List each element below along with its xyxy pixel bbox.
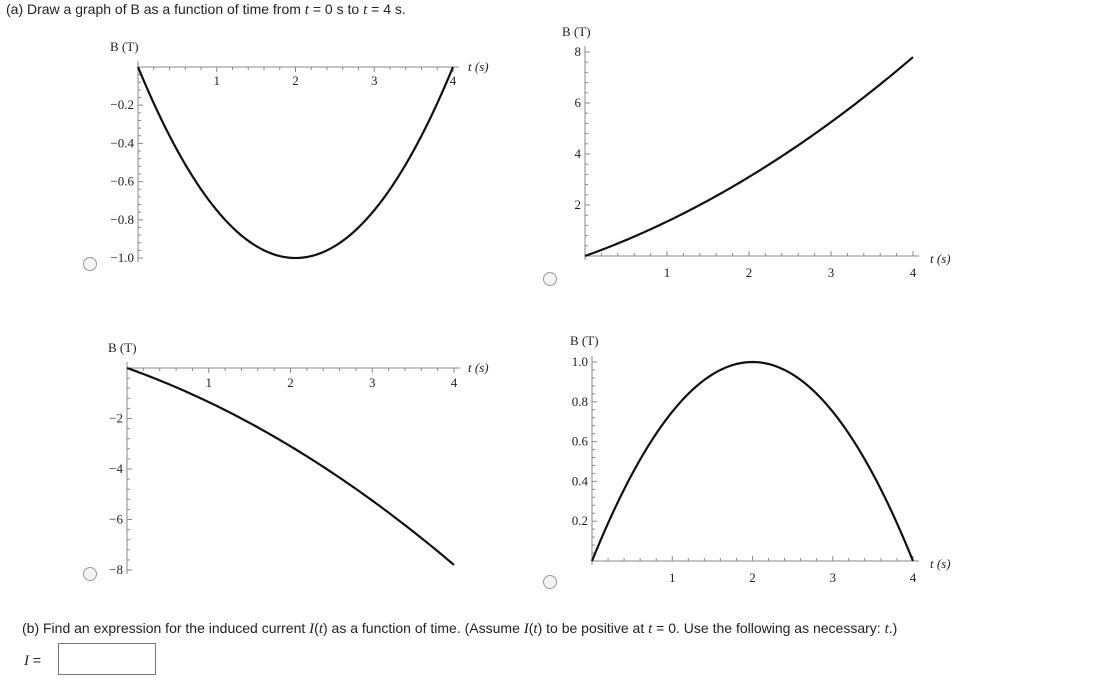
question-part-a-text: = 0 s to [308,1,364,17]
b-tick-label: −0.2 [110,97,134,112]
answer-equals: = [29,652,42,668]
b-tick-label: 0.2 [572,513,588,528]
question-part-a: (a) Draw a graph of B as a function of t… [6,1,406,19]
radio-circle[interactable] [83,567,97,581]
t-tick-label: 2 [287,375,294,390]
variable-t: t [533,621,538,637]
radio-option-2[interactable] [543,272,557,286]
t-tick-label: 2 [749,570,756,585]
b-tick-label: −0.6 [110,174,134,189]
t-tick-label: 3 [371,73,378,88]
current-expression-input[interactable] [58,643,156,675]
question-part-b-text: (b) Find an expression for the induced c… [22,620,310,636]
t-tick-label: 4 [910,570,917,585]
t-tick-label: 1 [214,73,221,88]
b-of-t-curve [590,360,915,562]
t-axis-label: t (s) [930,251,951,266]
b-tick-label: 0.8 [572,394,588,409]
t-tick-label: 1 [206,375,213,390]
question-part-b-text: ( [314,620,319,636]
variable-t: t [304,2,309,18]
b-tick-label: 6 [575,95,582,110]
graph-option-4: 1 2 3 4 0.2 0.4 0.6 0.8 1.0 B (T) t (s) [543,333,951,589]
t-tick-label: 2 [292,73,299,88]
question-part-a-text: (a) Draw a graph of B as a function of t… [6,1,305,17]
radio-circle[interactable] [83,257,97,271]
b-axis-label: B (T) [108,340,137,355]
b-of-t-curve [584,56,914,258]
b-tick-label: −1.0 [110,250,134,265]
question-part-b-text: ) to be positive at [537,620,649,636]
t-axis-label: t (s) [468,59,489,74]
b-tick-label: 8 [575,44,582,59]
t-axis-label: t (s) [930,556,951,571]
t-tick-label: 4 [451,375,458,390]
b-tick-label: −8 [109,562,123,577]
question-part-b: (b) Find an expression for the induced c… [22,620,897,638]
b-tick-label: 1.0 [572,354,588,369]
t-tick-label: 1 [669,570,676,585]
radio-option-4[interactable] [543,575,557,589]
t-tick-label: 1 [664,265,671,280]
b-tick-label: 0.4 [572,473,589,488]
t-tick-label: 3 [830,570,837,585]
graph-option-2: 1 2 3 4 2 4 6 8 B (T) t (s) [543,24,951,286]
graph-option-1: 1 2 3 4 −0.2 −0.4 −0.6 −0.8 −1.0 B (T) t (s) [83,39,489,271]
answer-label: I = [24,652,41,670]
t-tick-label: 4 [450,73,457,88]
b-tick-label: −0.4 [110,135,134,150]
b-of-t-curve [136,66,455,260]
question-part-b-text: ) as a function of time. (Assume [323,620,524,636]
b-axis-label: B (T) [562,24,591,39]
b-tick-label: 0.6 [572,434,589,449]
b-tick-label: −0.8 [110,212,134,227]
variable-I: I [309,621,315,637]
variable-t: t [363,2,368,18]
graph-option-3: 1 2 3 4 −2 −4 −6 −8 B (T) t (s) [83,340,489,581]
b-tick-label: −4 [109,461,123,476]
radio-option-3[interactable] [83,567,97,581]
b-tick-label: −6 [109,512,123,527]
variable-t: t [648,621,653,637]
b-tick-label: 2 [575,197,582,212]
variable-t: t [318,621,323,637]
variable-t: t [884,621,889,637]
question-part-a-text: = 4 s. [367,1,406,17]
b-of-t-curve [126,366,455,566]
radio-circle[interactable] [543,575,557,589]
question-part-b-text: ( [528,620,534,636]
t-axis-label: t (s) [468,360,489,375]
b-tick-label: −2 [109,411,123,426]
variable-I: I [523,621,529,637]
t-tick-label: 3 [369,375,376,390]
radio-option-1[interactable] [83,257,97,271]
question-part-b-text: .) [888,620,898,636]
radio-circle[interactable] [543,272,557,286]
variable-I: I [24,653,29,669]
t-tick-label: 3 [828,265,835,280]
b-axis-label: B (T) [570,333,599,348]
b-axis-label: B (T) [110,39,139,54]
t-tick-label: 4 [910,265,917,280]
b-tick-label: 4 [575,146,582,161]
question-part-b-text: = 0. Use the following as necessary: [652,620,885,636]
t-tick-label: 2 [746,265,753,280]
